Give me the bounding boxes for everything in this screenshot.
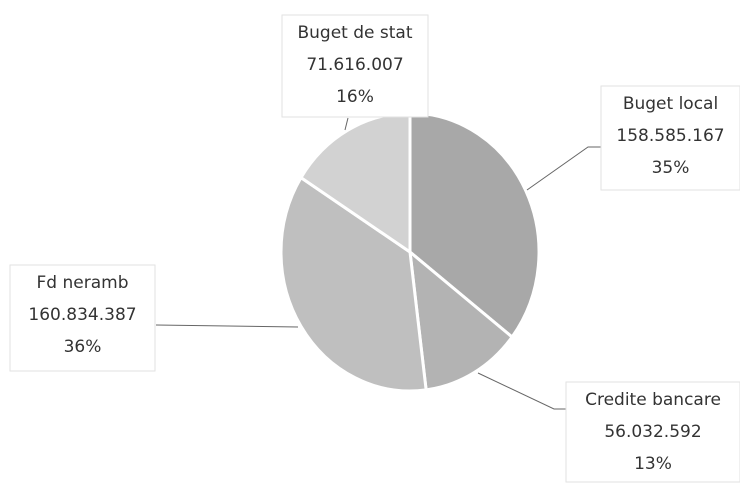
percent-label: 36%	[64, 337, 102, 357]
leader-line	[344, 117, 349, 131]
value-label: 158.585.167	[616, 126, 724, 146]
leader-line	[155, 324, 299, 328]
value-label: 56.032.592	[604, 422, 701, 442]
value-label: 160.834.387	[28, 305, 136, 325]
percent-label: 16%	[336, 87, 374, 107]
pie-slice	[279, 175, 428, 393]
slice-label: Credite bancare	[585, 390, 721, 410]
pie-slice	[408, 111, 541, 340]
percent-label: 13%	[634, 454, 672, 474]
leader-line	[526, 146, 603, 191]
label-box	[9, 264, 156, 372]
label-box	[565, 381, 740, 483]
value-label: 71.616.007	[306, 55, 403, 75]
label-box	[281, 14, 429, 118]
slice-label: Fd neramb	[37, 273, 129, 293]
slice-label: Buget local	[623, 94, 718, 114]
percent-label: 35%	[652, 158, 690, 178]
slice-label: Buget de stat	[297, 23, 412, 43]
label-box	[600, 85, 740, 191]
pie-slice	[408, 248, 515, 392]
leader-line	[477, 372, 568, 410]
